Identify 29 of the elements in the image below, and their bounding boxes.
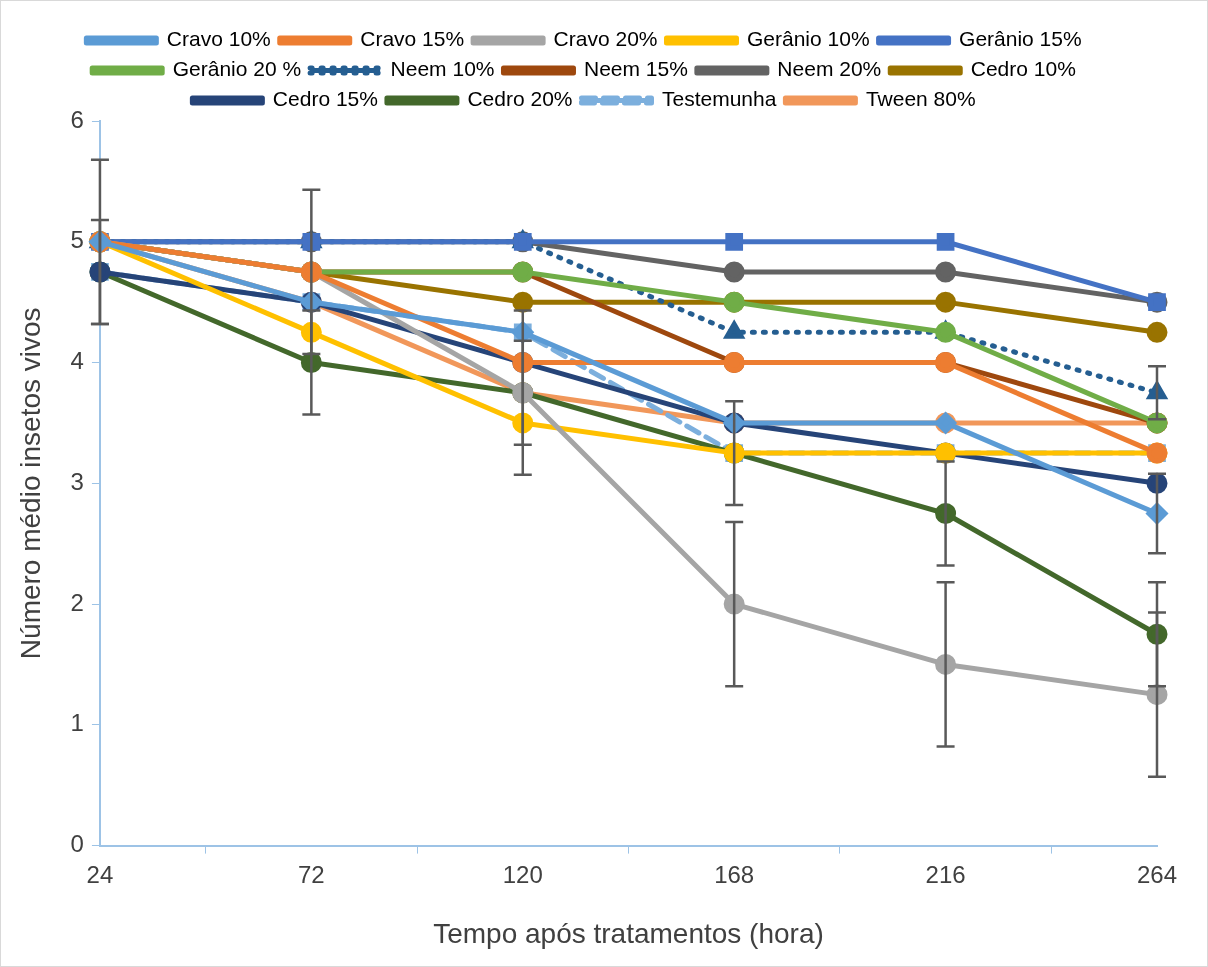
- legend-label: Gerânio 10%: [747, 27, 870, 51]
- x-tick-label: 120: [502, 860, 543, 888]
- x-tick-label: 24: [86, 860, 114, 888]
- legend-label: Cravo 15%: [360, 27, 465, 51]
- legend-label: Gerânio 20 %: [172, 57, 302, 81]
- legend-label: Tween 80%: [865, 87, 976, 111]
- y-tick-label: 3: [70, 467, 84, 495]
- y-tick-label: 4: [70, 347, 84, 375]
- y-tick-label: 5: [70, 226, 84, 254]
- legend-label: Cedro 10%: [970, 57, 1076, 81]
- x-tick-label: 264: [1136, 860, 1178, 888]
- legend-label: Neem 15%: [583, 57, 688, 81]
- x-axis-title: Tempo após tratamentos (hora): [433, 917, 824, 949]
- legend-label: Gerânio 15%: [959, 27, 1082, 51]
- x-tick-label: 168: [714, 860, 755, 888]
- legend-label: Neem 10%: [390, 57, 495, 81]
- legend-label: Testemunha: [661, 87, 777, 111]
- legend-label: Cravo 10%: [166, 27, 271, 51]
- legend-label: Cravo 20%: [553, 27, 658, 51]
- y-tick-label: 1: [70, 709, 84, 737]
- legend-label: Cedro 20%: [467, 87, 573, 111]
- x-tick-label: 216: [925, 860, 966, 888]
- legend-label: Neem 20%: [777, 57, 882, 81]
- y-tick-label: 0: [70, 830, 84, 858]
- x-tick-label: 72: [298, 860, 325, 888]
- legend-label: Cedro 15%: [272, 87, 378, 111]
- y-axis-title: Número médio insetos vivos: [14, 307, 46, 660]
- y-tick-label: 6: [70, 105, 84, 133]
- y-tick-label: 2: [70, 588, 84, 616]
